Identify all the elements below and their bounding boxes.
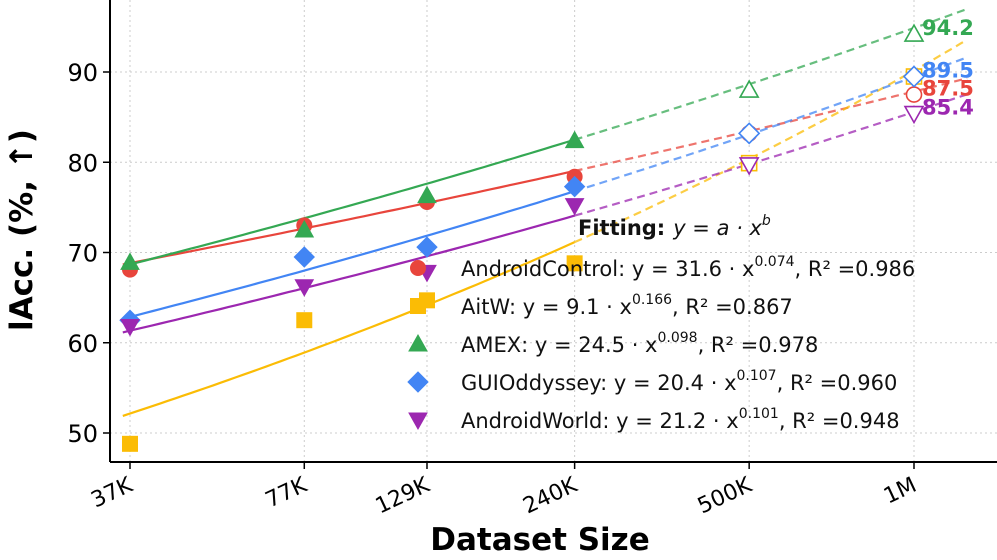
legend-entry-formula: GUIOddyssey: y = 20.4 · x (461, 371, 737, 395)
fit-curve-solid (122, 138, 575, 268)
fit-curve-extrapolated (574, 56, 968, 193)
legend-entry-r2: , R² =0.986 (795, 257, 916, 281)
predicted-point (738, 79, 760, 98)
predicted-point (902, 65, 926, 88)
legend-entry-formula: AitW: y = 9.1 · x (461, 295, 632, 319)
legend-marker (408, 333, 428, 352)
data-point (566, 255, 583, 272)
legend-entry-formula: AndroidControl: y = 31.6 · x (461, 257, 754, 281)
data-point (122, 435, 138, 452)
data-point (120, 319, 140, 337)
legend-entry-exponent: 0.098 (657, 330, 697, 346)
data-point (563, 175, 586, 198)
legend-entry: AndroidControl: y = 31.6 · x0.074, R² =0… (461, 254, 915, 281)
x-tick-label: 240K (519, 473, 581, 520)
legend-entry-r2: , R² =0.960 (777, 371, 898, 395)
legend-marker (407, 371, 429, 393)
legend-entry-exponent: 0.074 (754, 254, 794, 270)
x-tick-label: 500K (694, 473, 756, 520)
legend-entry: AndroidWorld: y = 21.2 · x0.101, R² =0.9… (461, 406, 900, 433)
data-point (564, 130, 585, 149)
legend-entry-exponent: 0.107 (737, 368, 777, 384)
legend-entry-r2: , R² =0.978 (698, 333, 819, 357)
fit-curve-extrapolated (574, 77, 968, 173)
data-point (120, 252, 140, 270)
legend-entry: AitW: y = 9.1 · x0.166, R² =0.867 (461, 292, 793, 319)
legend-entry-r2: , R² =0.948 (779, 409, 900, 433)
y-axis-title: lAcc. (%, ↑) (4, 129, 40, 331)
data-point (564, 198, 585, 216)
legend-entry: GUIOddyssey: y = 20.4 · x0.107, R² =0.96… (461, 368, 897, 395)
predicted-point (903, 23, 925, 42)
predicted-point (738, 122, 761, 145)
fit-curve-extrapolated (574, 93, 968, 217)
fit-curve-solid (122, 190, 575, 320)
predicted-point (738, 157, 760, 176)
data-points (119, 23, 926, 452)
fit-curve-extrapolated (574, 38, 968, 244)
y-tick-label: 80 (67, 149, 98, 177)
x-axis-title: Dataset Size (430, 522, 650, 558)
legend-title: Fitting: y = a · xb (578, 213, 771, 240)
end-labels: 87.5 94.2 89.5 85.4 (922, 16, 974, 119)
legend-title-exponent: b (762, 213, 771, 229)
fit-curve-solid (122, 214, 575, 334)
legend-title-label: Fitting: (578, 216, 665, 240)
data-point (293, 246, 315, 268)
fit-curve-solid (122, 241, 576, 417)
data-point (294, 279, 315, 297)
x-tick-label: 129K (372, 473, 434, 520)
legend-entry-exponent: 0.166 (632, 292, 672, 308)
x-tick-label: 37K (88, 473, 138, 514)
x-tick-label: 1M (880, 473, 920, 510)
legend-entry-formula: AndroidWorld: y = 21.2 · x (461, 409, 739, 433)
end-value-label: 89.5 (922, 59, 974, 83)
end-value-label: 87.5 (922, 77, 974, 101)
data-point (417, 185, 437, 204)
legend-entry: AMEX: y = 24.5 · x0.098, R² =0.978 (461, 330, 818, 357)
legend-marker (410, 260, 426, 276)
y-tick-label: 50 (67, 420, 98, 448)
legend-entry-formula: AMEX: y = 24.5 · x (461, 333, 657, 357)
legend-marker (410, 298, 426, 314)
data-point (294, 219, 315, 238)
legend-title-formula: y = a · x (672, 216, 762, 240)
fit-curve-solid (122, 169, 575, 266)
data-point (296, 312, 313, 329)
predicted-point (903, 105, 925, 125)
end-value-label: 94.2 (922, 16, 974, 40)
legend-marker (408, 412, 428, 431)
x-tick-label: 77K (262, 473, 312, 514)
data-point (416, 236, 438, 258)
fit-curves (122, 7, 968, 417)
fit-curve-extrapolated (574, 7, 968, 141)
legend-entry-exponent: 0.101 (739, 406, 779, 422)
predicted-point (905, 86, 923, 103)
legend: Fitting: y = a · xb AndroidControl: y = 31… (407, 213, 915, 433)
end-value-label: 85.4 (922, 96, 974, 120)
y-tick-label: 70 (67, 240, 98, 268)
y-tick-label: 60 (67, 330, 98, 358)
y-tick-label: 90 (67, 59, 98, 87)
legend-entry-r2: , R² =0.867 (672, 295, 793, 319)
